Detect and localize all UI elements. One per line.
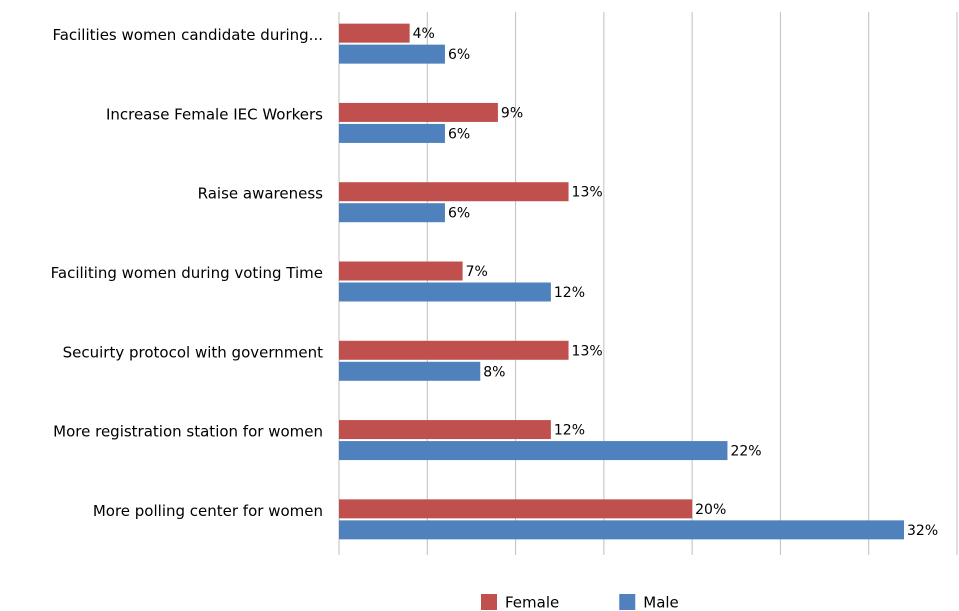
value-label: 22% [730,444,761,460]
bar [339,23,410,43]
category-label: More polling center for women [93,502,323,520]
category-label: Faciliting women during voting Time [51,264,323,282]
value-label: 20% [695,502,726,518]
category-label: Increase Female IEC Workers [106,105,323,123]
bar [339,520,905,540]
category-label: Raise awareness [198,185,324,203]
bar [339,340,569,360]
value-label: 9% [501,105,523,121]
value-label: 8% [483,364,505,380]
value-label: 12% [554,423,585,439]
legend-label: Female [505,594,559,611]
value-label: 12% [554,285,585,301]
value-label: 13% [572,343,603,359]
value-label: 6% [448,126,470,142]
category-label: Facilities women candidate during... [52,26,323,44]
bar [339,123,445,143]
legend-swatch [481,594,497,610]
bar [339,282,551,302]
value-label: 13% [572,185,603,201]
bar [339,441,728,461]
value-label: 32% [907,523,938,539]
bar [339,102,498,122]
value-label: 7% [466,264,488,280]
bar [339,182,569,202]
category-label: More registration station for women [53,423,323,441]
bar [339,420,551,440]
bar [339,44,445,64]
value-label: 4% [413,26,435,42]
bar [339,499,693,519]
bar [339,203,445,223]
value-label: 6% [448,47,470,63]
legend-swatch [619,594,636,610]
legend-label: Male [643,594,679,611]
value-label: 6% [448,206,470,222]
category-label: Secuirty protocol with government [63,343,323,361]
bar [339,261,463,281]
bar [339,361,481,381]
